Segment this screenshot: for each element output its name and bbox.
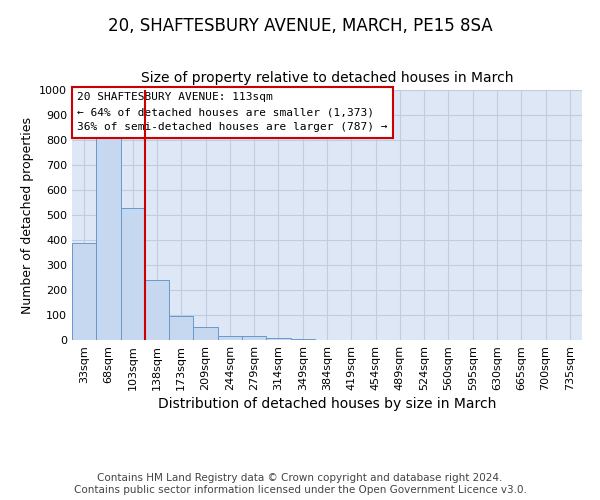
Bar <box>290 339 315 340</box>
Text: Contains HM Land Registry data © Crown copyright and database right 2024.
Contai: Contains HM Land Registry data © Crown c… <box>74 474 526 495</box>
Bar <box>72 242 96 340</box>
Bar <box>145 280 169 340</box>
Text: 20 SHAFTESBURY AVENUE: 113sqm
← 64% of detached houses are smaller (1,373)
36% o: 20 SHAFTESBURY AVENUE: 113sqm ← 64% of d… <box>77 92 388 132</box>
Bar <box>193 327 218 340</box>
Bar <box>218 336 242 340</box>
Y-axis label: Number of detached properties: Number of detached properties <box>20 116 34 314</box>
Text: 20, SHAFTESBURY AVENUE, MARCH, PE15 8SA: 20, SHAFTESBURY AVENUE, MARCH, PE15 8SA <box>107 17 493 35</box>
Bar <box>266 338 290 340</box>
Bar <box>96 132 121 340</box>
Title: Size of property relative to detached houses in March: Size of property relative to detached ho… <box>141 70 513 85</box>
Bar <box>121 208 145 340</box>
X-axis label: Distribution of detached houses by size in March: Distribution of detached houses by size … <box>158 397 496 411</box>
Bar <box>169 316 193 340</box>
Bar <box>242 336 266 340</box>
